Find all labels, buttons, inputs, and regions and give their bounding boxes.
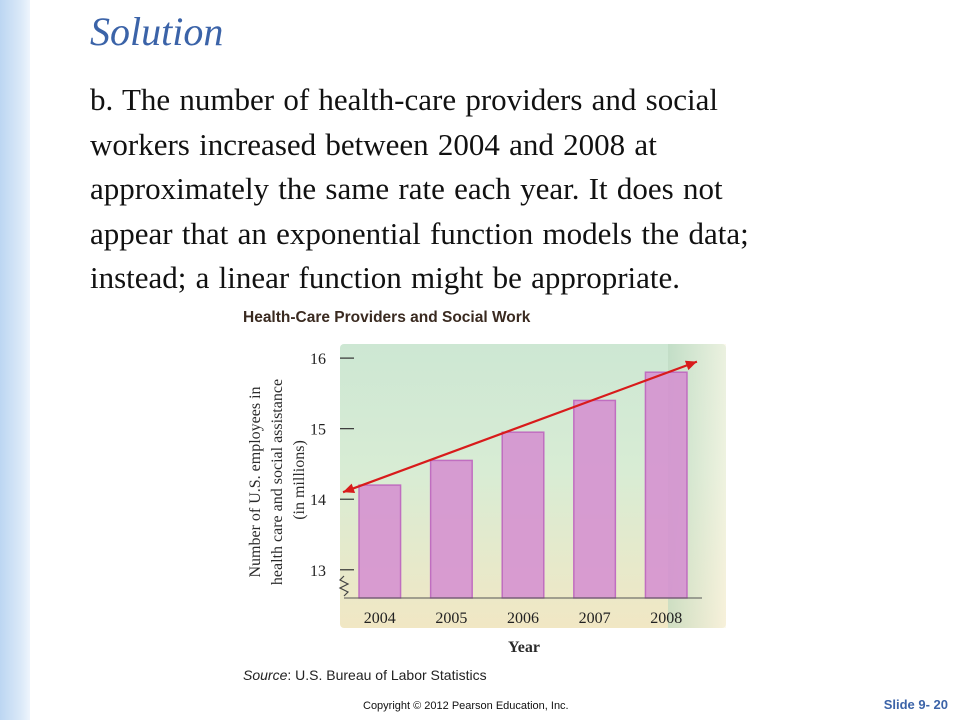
x-tick-label: 2008 xyxy=(650,610,682,627)
y-axis-title-line: Number of U.S. employees in xyxy=(247,386,264,577)
x-tick-label: 2007 xyxy=(579,610,611,627)
y-axis-title: Number of U.S. employees in health care … xyxy=(247,375,308,585)
chart-title: Health-Care Providers and Social Work xyxy=(243,309,531,326)
y-tick-label: 15 xyxy=(310,422,326,439)
body-text: b. The number of health-care providers a… xyxy=(90,78,890,301)
bar-chart: 13 14 15 16 2004 2005 2006 2007 2008 Year Numbe… xyxy=(247,344,726,656)
source-text: : U.S. Bureau of Labor Statistics xyxy=(287,667,487,683)
y-tick-label: 16 xyxy=(310,351,326,368)
slide-number: Slide 9- 20 xyxy=(883,697,948,712)
y-axis: 13 14 15 16 xyxy=(310,351,354,580)
bar xyxy=(358,484,402,599)
x-tick-label: 2004 xyxy=(364,610,396,627)
y-tick-label: 14 xyxy=(310,492,326,509)
y-axis-title-line: health care and social assistance xyxy=(269,379,286,585)
y-axis-title-line: (in millions) xyxy=(291,440,308,520)
slide-title: Solution xyxy=(90,9,224,54)
body-line: instead; a linear function might be appr… xyxy=(90,260,681,295)
bars xyxy=(344,371,702,599)
trend-arrowhead xyxy=(684,360,697,371)
y-tick-label: 13 xyxy=(310,563,326,580)
bar xyxy=(644,371,688,599)
x-axis-title: Year xyxy=(508,639,540,656)
trend-line xyxy=(342,360,698,494)
side-band xyxy=(0,0,30,720)
x-tick-label: 2006 xyxy=(507,610,539,627)
trend-line-group xyxy=(342,360,698,494)
body-line: workers increased between 2004 and 2008 … xyxy=(90,126,657,162)
copyright: Copyright © 2012 Pearson Education, Inc. xyxy=(363,700,569,712)
body-line: appear that an exponential function mode… xyxy=(90,215,749,251)
body-line: approximately the same rate each year. I… xyxy=(90,171,723,206)
body-line: b. The number of health-care providers a… xyxy=(90,82,718,117)
x-tick-label: 2005 xyxy=(435,610,467,627)
source-label: Source xyxy=(243,667,288,683)
trend-arrowhead xyxy=(343,483,356,494)
axis-break-icon xyxy=(338,575,350,597)
bar xyxy=(429,459,473,599)
bar xyxy=(573,399,617,599)
x-axis: 2004 2005 2006 2007 2008 xyxy=(364,610,682,627)
source-note: Source: U.S. Bureau of Labor Statistics xyxy=(243,667,487,683)
bar xyxy=(501,431,545,599)
